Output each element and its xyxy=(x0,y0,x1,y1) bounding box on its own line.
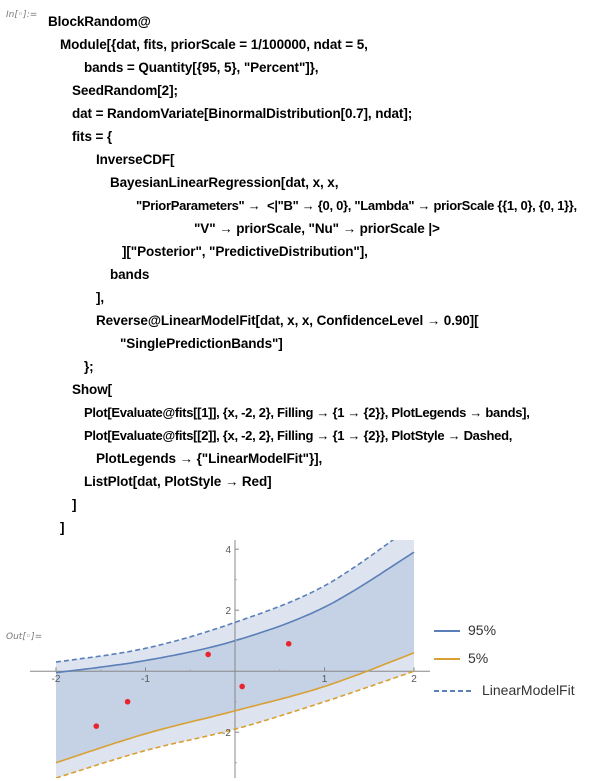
code-line: Show[ xyxy=(72,382,112,397)
code-line: ], xyxy=(96,290,105,305)
data-point xyxy=(93,723,100,729)
code-line: bands xyxy=(110,267,150,282)
code-line: "PriorParameters" → <|"B" → {0, 0}, "Lam… xyxy=(136,198,577,213)
data-point xyxy=(239,683,245,690)
code-line: PlotLegends → {"LinearModelFit"}], xyxy=(96,451,323,466)
legend-item: LinearModelFit xyxy=(434,682,575,698)
series-line-2 xyxy=(55,540,395,663)
y-tick-label: -2 xyxy=(222,728,231,739)
y-tick-label: 4 xyxy=(225,545,231,556)
x-tick-label: 1 xyxy=(322,674,328,685)
series-line-1 xyxy=(55,652,415,764)
y-tick-label: 2 xyxy=(225,606,231,617)
code-line: Reverse@LinearModelFit[dat, x, x, Confid… xyxy=(96,313,479,328)
legend-swatch xyxy=(434,690,474,693)
legend-swatch xyxy=(434,658,460,661)
legend-label: 5% xyxy=(468,650,489,666)
code-line: Module[{dat, fits, priorScale = 1/100000… xyxy=(60,37,368,52)
output-plot: -2 -1 1 2 -2 2 4 xyxy=(30,540,430,778)
legend-label: LinearModelFit xyxy=(482,682,575,698)
code-line: ]["Posterior", "PredictiveDistribution"]… xyxy=(122,244,368,259)
code-line: ListPlot[dat, PlotStyle → Red] xyxy=(84,474,272,489)
legend-label: 95% xyxy=(468,622,497,638)
x-tick-label: -1 xyxy=(141,674,150,685)
code-line: fits = { xyxy=(72,129,113,144)
code-line: SeedRandom[2]; xyxy=(72,83,178,98)
legend-item: 5% xyxy=(434,650,488,666)
out-label: Out[◦]= xyxy=(6,632,43,642)
code-line: Plot[Evaluate@fits[[1]], {x, -2, 2}, Fil… xyxy=(84,405,530,420)
code-line: BlockRandom@ xyxy=(48,14,151,29)
data-point xyxy=(285,640,292,647)
code-line: "SinglePredictionBands"] xyxy=(120,336,283,351)
legend-item: 95% xyxy=(434,622,496,638)
data-point xyxy=(124,698,131,705)
legend-swatch xyxy=(434,630,460,633)
code-line: InverseCDF[ xyxy=(96,152,175,167)
x-tick-label: -2 xyxy=(52,674,61,685)
x-tick-label: 2 xyxy=(411,674,417,685)
code-line: bands = Quantity[{95, 5}, "Percent"]}, xyxy=(84,60,319,75)
code-line: }; xyxy=(84,359,94,374)
code-line: BayesianLinearRegression[dat, x, x, xyxy=(110,175,339,190)
code-line: Plot[Evaluate@fits[[2]], {x, -2, 2}, Fil… xyxy=(84,428,513,443)
code-line: dat = RandomVariate[BinormalDistribution… xyxy=(72,106,413,121)
code-line: "V" → priorScale, "Nu" → priorScale |> xyxy=(194,221,440,236)
code-line: ] xyxy=(60,520,65,535)
in-label: In[◦]:= xyxy=(6,10,38,20)
code-line: ] xyxy=(72,497,77,512)
series-line-3 xyxy=(55,670,415,778)
data-point xyxy=(205,651,211,658)
